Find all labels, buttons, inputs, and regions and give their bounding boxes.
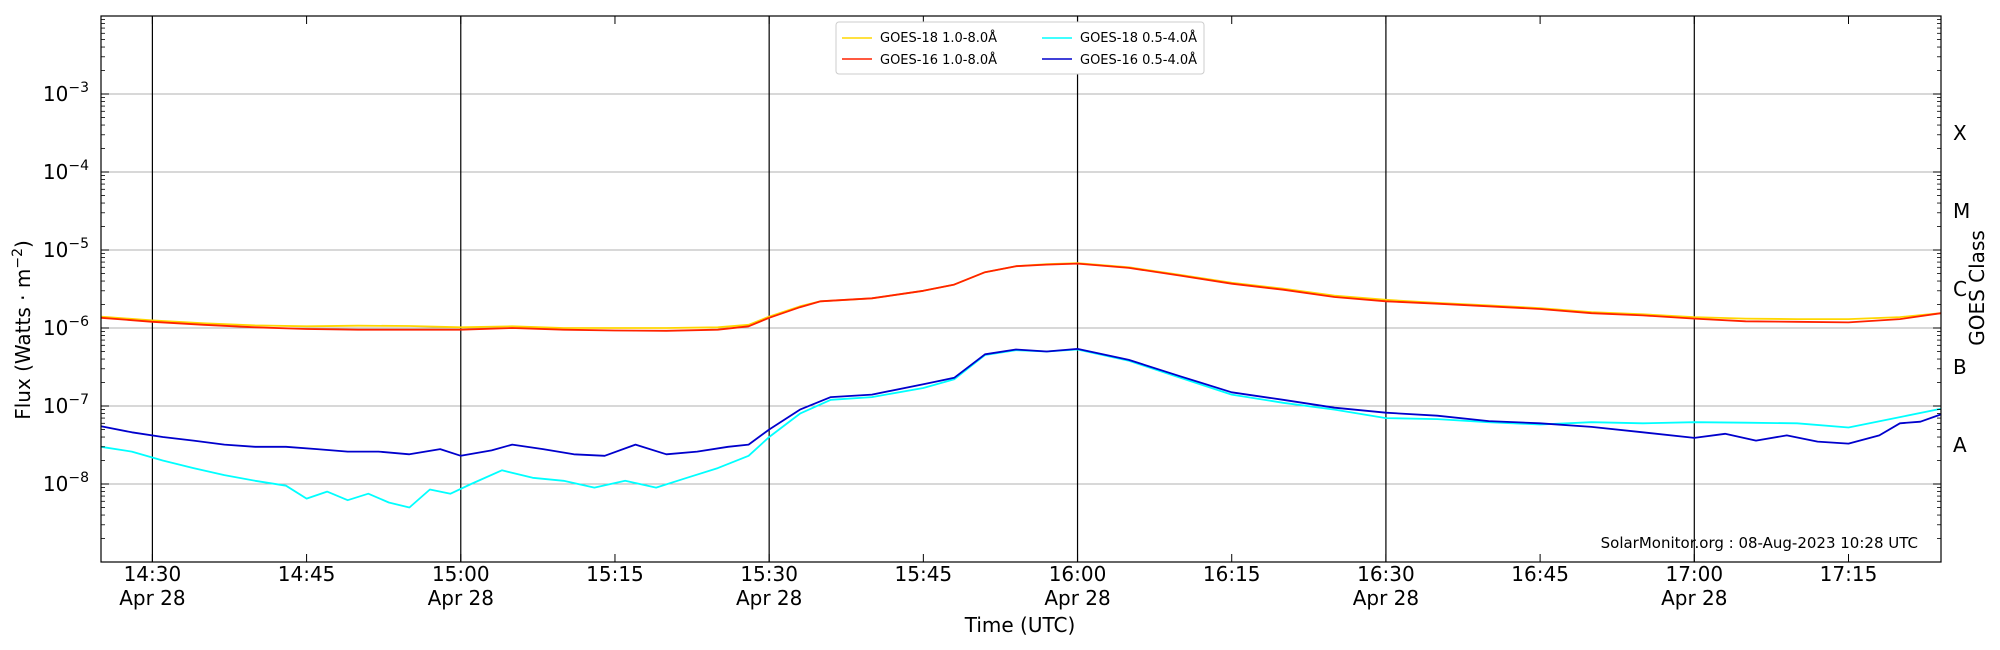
y-axis-label: Flux (Watts · m−2)	[10, 240, 35, 420]
grid-layer	[101, 93, 1941, 485]
x-tick-date-label: Apr 28	[119, 586, 185, 610]
x-tick-label: 15:00	[432, 562, 490, 586]
y-tick-label: 10−4	[43, 158, 89, 184]
x-tick-label: 15:45	[895, 562, 953, 586]
x-tick-label: 16:00	[1049, 562, 1107, 586]
y-tick-label: 10−3	[43, 80, 89, 106]
goes-class-axis-label: GOES Class	[1965, 230, 1989, 346]
y-tick-label: 10−5	[43, 236, 89, 262]
goes-class-label-x: X	[1953, 121, 1967, 145]
plot-frame	[100, 15, 1942, 563]
y-tick-label: 10−8	[43, 470, 89, 496]
x-tick-label: 17:15	[1820, 562, 1878, 586]
x-tick-label: 14:30	[124, 562, 182, 586]
x-tick-label: 15:30	[740, 562, 798, 586]
goes-class-label-b: B	[1953, 355, 1967, 379]
x-tick-date-label: Apr 28	[1044, 586, 1110, 610]
credit-text: SolarMonitor.org : 08-Aug-2023 10:28 UTC	[1601, 534, 1918, 552]
x-tick-label: 17:00	[1665, 562, 1723, 586]
legend-box	[835, 21, 1205, 75]
x-tick-label: 16:15	[1203, 562, 1261, 586]
x-tick-label: 15:15	[586, 562, 644, 586]
legend-label-goes16-short: GOES-16 0.5-4.0Å	[1080, 52, 1197, 68]
x-tick-date-label: Apr 28	[428, 586, 494, 610]
goes-class-layer: A B C M X	[1953, 121, 1970, 457]
x-tick-date-label: Apr 28	[736, 586, 802, 610]
series-line-1	[100, 262, 1942, 332]
series-line-3	[100, 348, 1942, 457]
series-line-2	[100, 348, 1942, 509]
legend-label-goes18-long: GOES-18 1.0-8.0Å	[880, 30, 997, 46]
x-tick-label: 16:30	[1357, 562, 1415, 586]
x-tick-label: 16:45	[1511, 562, 1569, 586]
x-tick-label: 14:45	[278, 562, 336, 586]
series-layer	[100, 262, 1942, 509]
goes-class-label-c: C	[1953, 277, 1967, 301]
y-tick-label: 10−6	[43, 314, 89, 340]
y-tick-label: 10−7	[43, 392, 89, 418]
goes-class-label-m: M	[1953, 199, 1970, 223]
x-tick-date-label: Apr 28	[1353, 586, 1419, 610]
x-tick-date-label: Apr 28	[1661, 586, 1727, 610]
vertical-lines-layer	[151, 16, 1695, 562]
legend-label-goes18-short: GOES-18 0.5-4.0Å	[1080, 30, 1197, 46]
legend-label-goes16-long: GOES-16 1.0-8.0Å	[880, 52, 997, 68]
legend: GOES-18 1.0-8.0Å GOES-16 1.0-8.0Å GOES-1…	[835, 21, 1205, 75]
x-axis-label: Time (UTC)	[964, 613, 1076, 637]
goes-class-label-a: A	[1953, 433, 1967, 457]
